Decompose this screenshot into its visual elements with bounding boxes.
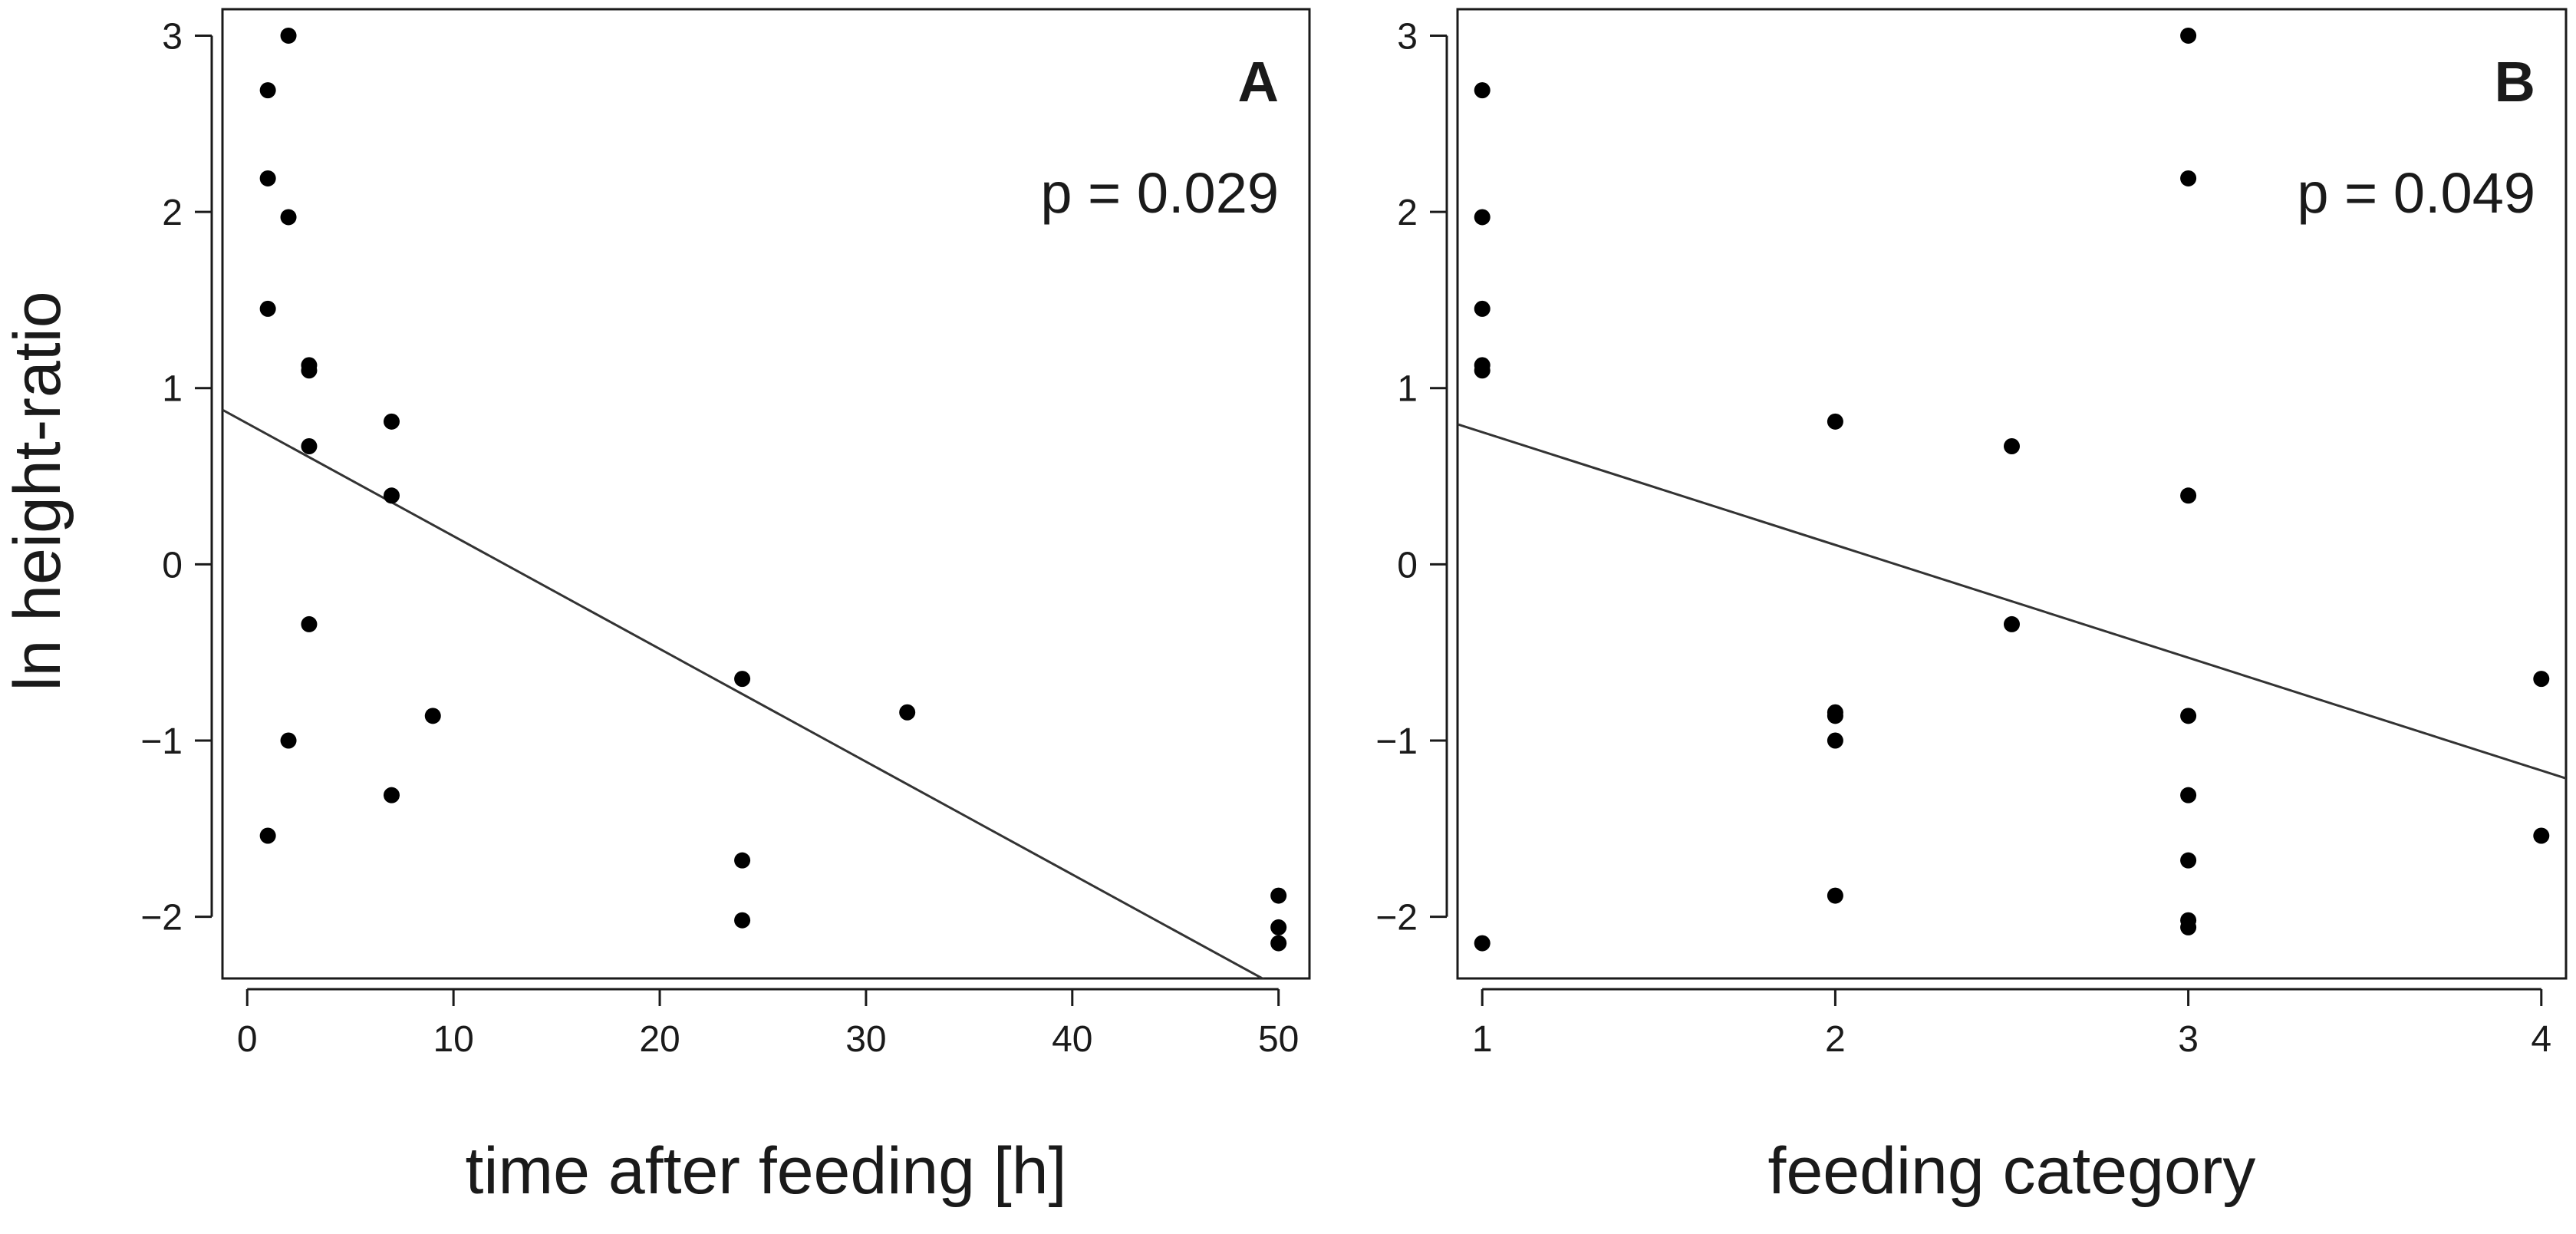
x-axis-title-b: feeding category (1768, 1134, 2256, 1208)
data-point-b (2180, 852, 2197, 869)
panel-b: 1 2 3 4 −2 −1 0 1 2 3 feeding category Bp = 0.049 (1375, 8, 2568, 1208)
data-point-b (1827, 887, 1843, 904)
y-tick-label-a: 2 (162, 193, 183, 233)
y-tick-label-b: 3 (1397, 16, 1418, 57)
y-axis-title: ln height-ratio (1, 291, 74, 691)
x-axis-title-a: time after feeding [h] (466, 1134, 1067, 1208)
data-point-b (1474, 300, 1491, 317)
data-point-a (383, 787, 400, 803)
data-point-b (2004, 437, 2020, 454)
y-tick-label-b: 0 (1397, 545, 1418, 586)
data-point-a (1270, 887, 1287, 904)
y-tick-label-a: 1 (162, 369, 183, 410)
panel-label-b: B (2495, 50, 2535, 114)
data-point-b (1474, 362, 1491, 379)
data-point-a (259, 170, 276, 186)
regression-line-b (1458, 423, 2566, 780)
data-point-a (259, 82, 276, 99)
x-tick-label-a: 30 (845, 1019, 886, 1060)
data-point-b (2180, 27, 2197, 44)
data-point-a (301, 362, 318, 379)
data-point-a (424, 708, 441, 724)
data-point-a (280, 209, 297, 226)
data-point-b (1474, 209, 1491, 226)
x-tick-label-a: 10 (433, 1019, 473, 1060)
data-point-a (301, 615, 318, 632)
x-tick-label-a: 0 (237, 1019, 258, 1060)
data-point-b (2180, 487, 2197, 504)
data-point-a (734, 671, 751, 688)
data-point-b (2180, 708, 2197, 724)
data-point-a (259, 300, 276, 317)
x-tick-label-b: 3 (2178, 1019, 2199, 1060)
plot-frame-b (1456, 8, 2568, 980)
y-tick-label-b: −1 (1375, 721, 1418, 762)
panel-a: 0 10 20 30 40 50 −2 −1 0 1 2 3 time after feeding [h… (140, 8, 1311, 1208)
data-point-a (259, 827, 276, 844)
data-point-b (2004, 615, 2020, 632)
x-tick-label-a: 20 (639, 1019, 680, 1060)
plot-frame-a (221, 8, 1311, 980)
data-point-a (383, 413, 400, 430)
x-tick-label-b: 4 (2531, 1019, 2551, 1060)
x-tick-label-a: 40 (1052, 1019, 1092, 1060)
data-point-b (2180, 170, 2197, 186)
data-point-a (734, 852, 751, 869)
data-point-b (1474, 935, 1491, 952)
y-tick-label-a: 0 (162, 545, 183, 586)
x-tick-label-b: 2 (1825, 1019, 1846, 1060)
data-point-b (1827, 708, 1843, 724)
data-point-b (2180, 787, 2197, 803)
x-tick-label-a: 50 (1258, 1019, 1299, 1060)
data-point-a (899, 704, 916, 721)
regression-line-a (222, 408, 1265, 978)
y-tick-label-b: 1 (1397, 369, 1418, 410)
p-value-b: p = 0.049 (2297, 161, 2535, 225)
y-tick-label-a: −1 (140, 721, 183, 762)
y-tick-label-a: −2 (140, 898, 183, 939)
data-point-a (301, 437, 318, 454)
data-point-b (1827, 732, 1843, 749)
data-point-b (1827, 413, 1843, 430)
panel-label-a: A (1238, 50, 1279, 114)
p-value-a: p = 0.029 (1040, 161, 1279, 225)
y-tick-label-b: 2 (1397, 193, 1418, 233)
y-tick-label-a: 3 (162, 16, 183, 57)
data-point-b (2533, 827, 2550, 844)
data-point-a (280, 27, 297, 44)
data-point-b (2180, 919, 2197, 935)
data-point-a (1270, 935, 1287, 952)
x-tick-label-b: 1 (1472, 1019, 1493, 1060)
data-point-a (1270, 919, 1287, 935)
data-point-a (734, 912, 751, 929)
data-point-a (383, 487, 400, 504)
data-point-b (1474, 82, 1491, 99)
data-point-a (280, 732, 297, 749)
data-point-b (2533, 671, 2550, 688)
y-tick-label-b: −2 (1375, 898, 1418, 939)
